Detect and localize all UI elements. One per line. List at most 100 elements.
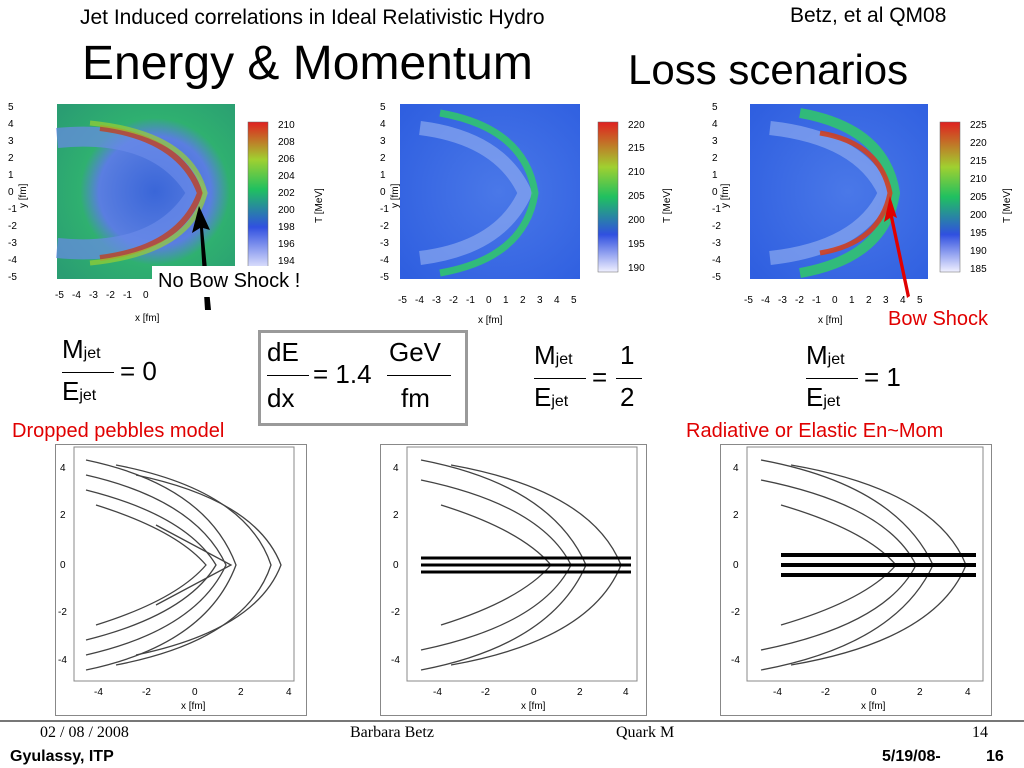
x-tick: 3	[537, 295, 543, 306]
x-tick: -2	[481, 687, 490, 698]
x-tick: 0	[192, 687, 198, 698]
eq-equals-zero: = 0	[120, 356, 157, 386]
x-tick: 0	[143, 290, 149, 301]
x-tick: -3	[89, 290, 98, 301]
x-axis-label: x [fm]	[861, 701, 886, 712]
eq-dx: dx	[267, 383, 295, 413]
x-tick: -5	[744, 295, 753, 306]
footer-date: 02 / 08 / 2008	[40, 724, 129, 741]
x-axis-label: x [fm]	[521, 701, 546, 712]
x-tick: 0	[832, 295, 838, 306]
eq-jet-sub: jet	[827, 351, 845, 368]
colorbar-tick: 205	[628, 191, 645, 202]
y-tick: -5	[380, 272, 389, 283]
footer-conference: Quark M	[616, 724, 675, 741]
x-tick: -2	[142, 687, 151, 698]
colorbar-tick: 194	[278, 256, 295, 267]
eq-de: dE	[267, 337, 299, 367]
x-tick: -4	[72, 290, 81, 301]
x-axis-label: x [fm]	[135, 313, 160, 324]
x-tick: 4	[554, 295, 560, 306]
x-tick: 4	[286, 687, 292, 698]
equation-m-over-e-half: Mjet Ejet = 1 2	[534, 340, 654, 420]
y-tick: 4	[60, 463, 66, 474]
x-tick: -5	[55, 290, 64, 301]
y-axis-label: y [fm]	[390, 183, 401, 208]
colorbar-tick: 200	[278, 205, 295, 216]
colorbar-tick: 190	[970, 246, 987, 257]
colorbar-tick: 195	[970, 228, 987, 239]
x-tick: -4	[94, 687, 103, 698]
y-tick: -4	[712, 255, 721, 266]
x-tick: 1	[849, 295, 855, 306]
y-tick: 2	[733, 510, 739, 521]
x-axis-label: x [fm]	[818, 315, 843, 326]
y-axis-label: y [fm]	[720, 183, 731, 208]
heatmap-panel-3: 5 4 3 2 1 0 -1 -2 -3 -4 -5 -5 -4 -3 -2 -…	[700, 98, 1024, 328]
y-tick: 0	[8, 187, 14, 198]
eq-equals-one: = 1	[864, 362, 901, 392]
slide-title-continued: Loss scenarios	[628, 46, 909, 93]
y-tick: 2	[380, 153, 386, 164]
colorbar-tick: 210	[628, 167, 645, 178]
colorbar-tick: 215	[628, 143, 645, 154]
y-tick: 0	[380, 187, 386, 198]
y-tick: -2	[391, 607, 400, 618]
eq-e: E	[534, 382, 552, 412]
y-tick: 5	[380, 102, 386, 113]
footer-date2: 5/19/08-	[882, 748, 941, 765]
x-tick: -3	[432, 295, 441, 306]
eq-jet-sub: jet	[551, 393, 569, 410]
colorbar-tick: 195	[628, 239, 645, 250]
footer-divider	[0, 720, 1024, 722]
y-axis-label: y [fm]	[18, 183, 29, 208]
y-tick: 5	[8, 102, 14, 113]
x-tick: -4	[761, 295, 770, 306]
x-tick: -5	[398, 295, 407, 306]
x-tick: 5	[917, 295, 923, 306]
y-tick: 3	[380, 136, 386, 147]
x-tick: 3	[883, 295, 889, 306]
y-tick: 4	[380, 119, 386, 130]
eq-jet-sub: jet	[79, 387, 97, 404]
y-tick: -4	[8, 255, 17, 266]
eq-m: M	[806, 340, 828, 370]
dropped-pebbles-label: Dropped pebbles model	[12, 420, 225, 442]
colorbar-tick: 200	[970, 210, 987, 221]
y-tick: -2	[8, 221, 17, 232]
y-tick: -4	[380, 255, 389, 266]
y-tick: 4	[393, 463, 399, 474]
equation-m-over-e-one: Mjet Ejet = 1	[806, 340, 926, 420]
x-tick: -3	[778, 295, 787, 306]
x-tick: -1	[123, 290, 132, 301]
y-tick: 4	[733, 463, 739, 474]
eq-e: E	[62, 376, 80, 406]
x-tick: 0	[871, 687, 877, 698]
colorbar-label: T [MeV]	[662, 188, 673, 223]
eq-jet-sub: jet	[823, 393, 841, 410]
colorbar-tick: 220	[970, 138, 987, 149]
y-tick: 4	[8, 119, 14, 130]
y-tick: 2	[8, 153, 14, 164]
x-tick: -1	[812, 295, 821, 306]
y-tick: 0	[733, 560, 739, 571]
footer-presenter: Gyulassy, ITP	[10, 748, 114, 765]
x-tick: 2	[238, 687, 244, 698]
x-tick: 0	[486, 295, 492, 306]
x-axis-label: x [fm]	[181, 701, 206, 712]
x-tick: -2	[821, 687, 830, 698]
x-tick: -4	[433, 687, 442, 698]
eq-m: M	[62, 334, 84, 364]
x-tick: 2	[520, 295, 526, 306]
x-tick: 1	[503, 295, 509, 306]
y-tick: 0	[60, 560, 66, 571]
colorbar-tick: 206	[278, 154, 295, 165]
colorbar-tick: 225	[970, 120, 987, 131]
y-tick: -2	[712, 221, 721, 232]
vector-plot-3: 4 2 0 -2 -4 -4 -2 0 2 4 x [fm]	[720, 444, 992, 716]
x-tick: 5	[571, 295, 577, 306]
y-tick: -4	[731, 655, 740, 666]
colorbar-tick: 190	[628, 263, 645, 274]
y-tick: 0	[393, 560, 399, 571]
x-tick: -4	[415, 295, 424, 306]
